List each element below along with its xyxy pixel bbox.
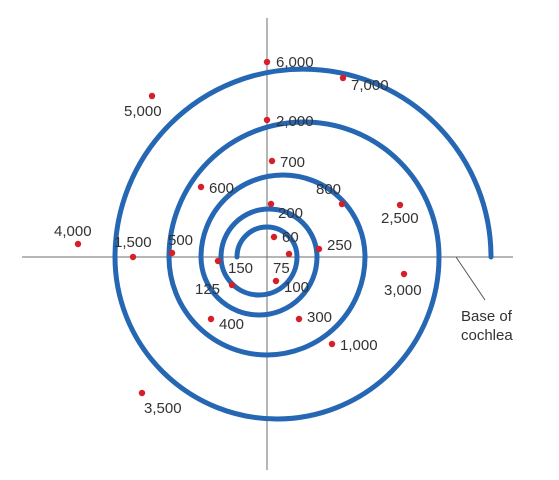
axes — [22, 18, 513, 470]
point-label: 150 — [228, 260, 253, 277]
point-label: 2,000 — [276, 113, 314, 130]
point-dot — [396, 201, 404, 209]
point-dot — [339, 74, 347, 82]
point-dot — [74, 240, 82, 248]
point-dot — [338, 200, 346, 208]
base-pointer-line — [455, 256, 486, 301]
point-dot — [263, 58, 271, 66]
point-dot — [295, 315, 303, 323]
point-dot — [272, 277, 280, 285]
point-dot — [263, 116, 271, 124]
point-dot — [270, 233, 278, 241]
point-dot — [214, 257, 222, 265]
point-dot — [285, 250, 293, 258]
point-label: 100 — [284, 279, 309, 296]
point-dot — [207, 315, 215, 323]
point-label: 400 — [219, 316, 244, 333]
point-label: 5,000 — [124, 103, 162, 120]
point-dot — [268, 157, 276, 165]
point-label: 6,000 — [276, 54, 314, 71]
point-label: 75 — [273, 260, 290, 277]
point-dot — [267, 200, 275, 208]
point-dot — [148, 92, 156, 100]
point-label: 600 — [209, 180, 234, 197]
point-label: 300 — [307, 309, 332, 326]
point-label: 4,000 — [54, 223, 92, 240]
base-label-line2: cochlea — [461, 327, 513, 344]
point-label: 250 — [327, 237, 352, 254]
point-dot — [328, 340, 336, 348]
point-label: 7,000 — [351, 77, 389, 94]
cochlea-spiral — [112, 66, 494, 422]
point-dot — [138, 389, 146, 397]
point-label: 3,000 — [384, 282, 422, 299]
point-label: 125 — [195, 281, 220, 298]
point-dot — [129, 253, 137, 261]
point-label: 3,500 — [144, 400, 182, 417]
point-label: 2,500 — [381, 210, 419, 227]
point-dot — [228, 281, 236, 289]
point-label: 800 — [316, 181, 341, 198]
point-label: 700 — [280, 154, 305, 171]
frequency-points: 6,000 7,000 5,000 2,000 700 600 800 2,50… — [54, 54, 422, 417]
point-label: 1,000 — [340, 337, 378, 354]
point-label: 60 — [282, 229, 299, 246]
point-label: 500 — [168, 232, 193, 249]
point-dot — [168, 249, 176, 257]
point-dot — [400, 270, 408, 278]
point-dot — [197, 183, 205, 191]
point-label: 1,500 — [114, 234, 152, 251]
point-label: 200 — [278, 205, 303, 222]
point-dot — [315, 245, 323, 253]
base-label-line1: Base of — [461, 308, 513, 325]
